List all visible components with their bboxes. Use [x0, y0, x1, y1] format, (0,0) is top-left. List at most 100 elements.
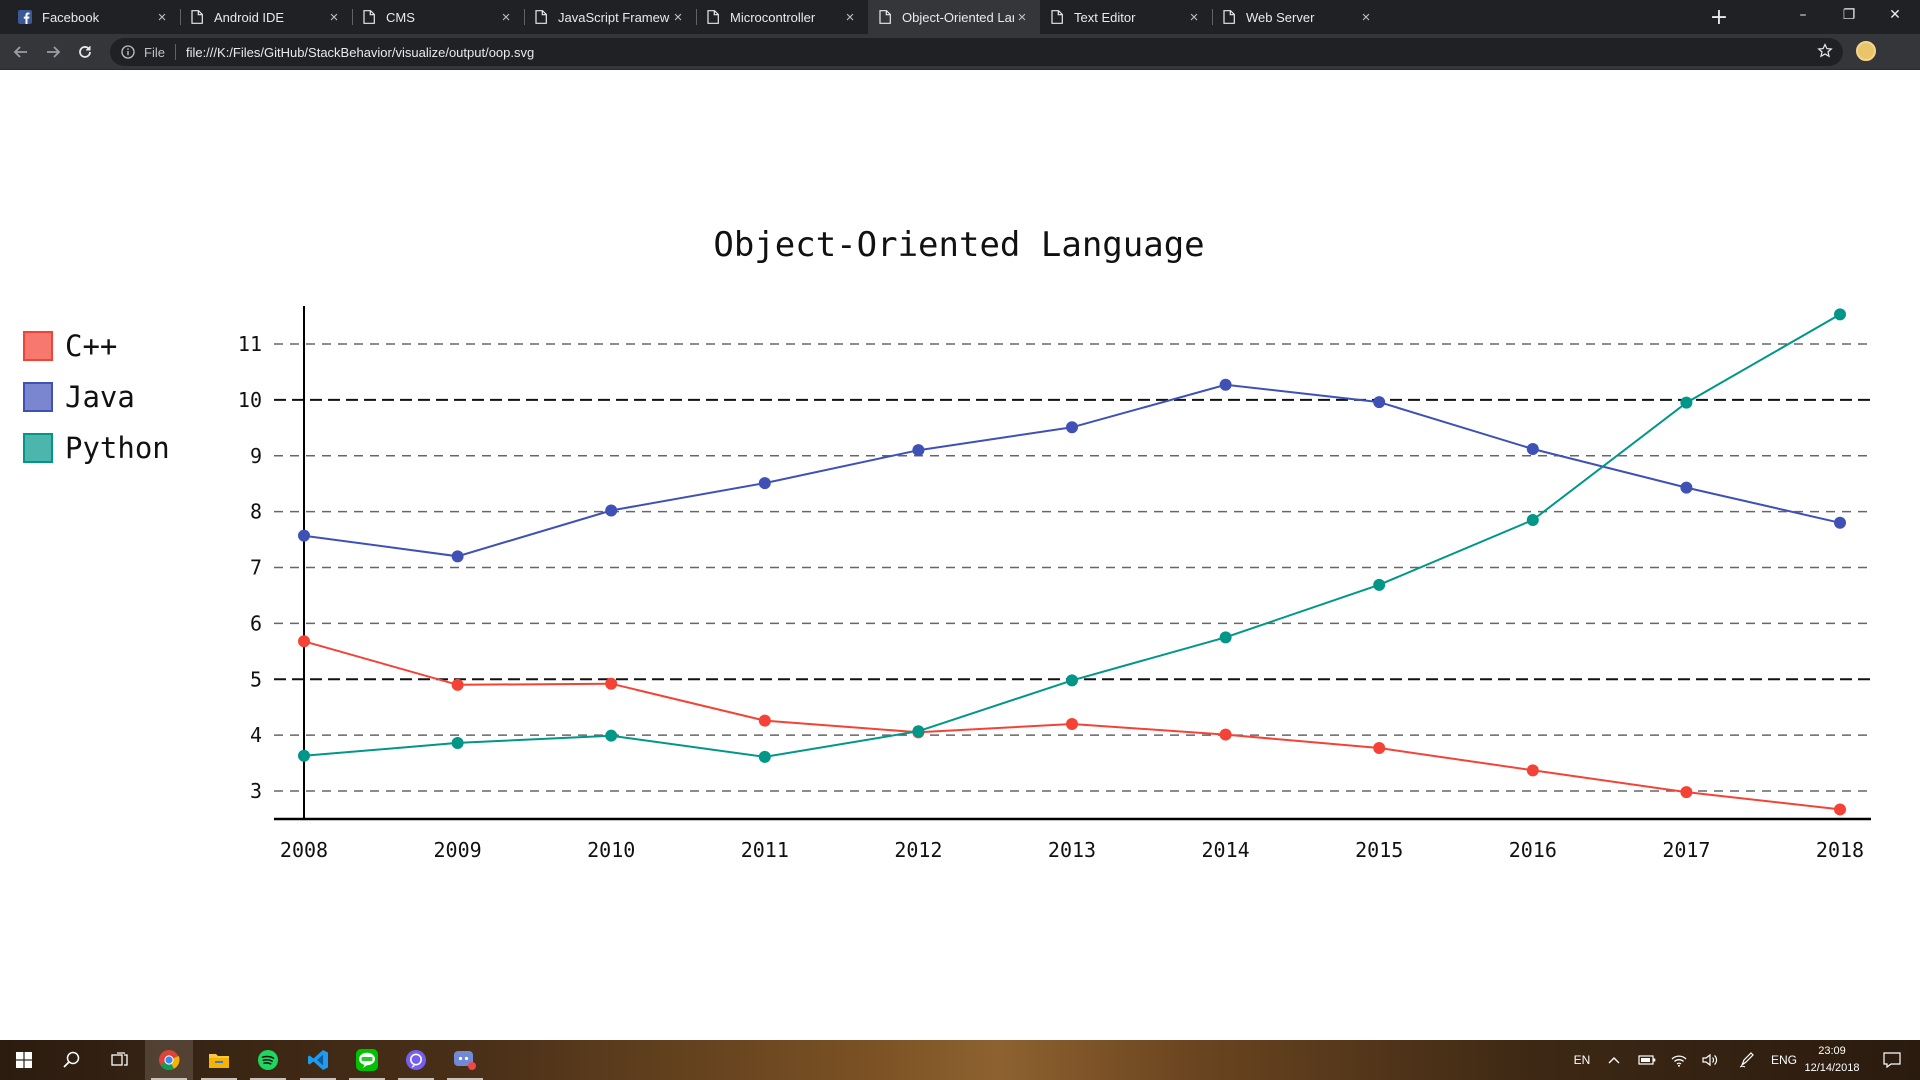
tab-label: Web Server [1246, 9, 1315, 25]
notification-icon [1883, 1052, 1901, 1068]
tab-label: CMS [386, 9, 415, 25]
data-point-cpp [1066, 717, 1078, 730]
taskbar-search-button[interactable] [48, 1040, 96, 1080]
y-tick-label: 8 [250, 500, 262, 524]
x-tick-label: 2008 [280, 838, 328, 862]
tab-facebook[interactable]: Facebook × [8, 0, 180, 34]
action-center-button[interactable] [1874, 1040, 1910, 1080]
x-tick-labels: 2008 2009 2010 2011 2012 2013 2014 2015 2016 2017… [280, 838, 1864, 862]
tab-close-icon[interactable]: × [1361, 8, 1371, 26]
battery-tray-button[interactable] [1634, 1040, 1660, 1080]
page-icon [190, 9, 204, 25]
new-tab-button[interactable]: + [1709, 4, 1729, 30]
data-point-python [1373, 578, 1386, 591]
taskbar-vscode[interactable] [294, 1040, 342, 1080]
tab-microcontroller[interactable]: Microcontroller × [696, 0, 868, 34]
start-button[interactable] [0, 1040, 48, 1080]
tab-object-oriented-language[interactable]: Object-Oriented Language× [868, 0, 1040, 34]
task-view-button[interactable] [96, 1040, 144, 1080]
data-point-cpp [451, 678, 464, 691]
restore-button[interactable]: ❐ [1842, 7, 1856, 23]
address-bar[interactable]: File file:///K:/Files/GitHub/StackBehavi… [110, 38, 1843, 66]
data-point-cpp [605, 677, 618, 690]
vscode-icon [308, 1050, 328, 1070]
data-point-java [1066, 421, 1078, 434]
tab-javascript-framework-libra[interactable]: JavaScript Framework/Libra× [524, 0, 696, 34]
page-icon [878, 9, 892, 25]
page-icon [1222, 9, 1236, 25]
data-point-cpp [1373, 741, 1386, 754]
data-point-python [1680, 396, 1693, 409]
tray-overflow-button[interactable] [1602, 1040, 1626, 1080]
page-icon [534, 9, 548, 25]
minimize-button[interactable]: – [1799, 7, 1807, 23]
chrome-icon [159, 1050, 180, 1071]
back-arrow-icon [13, 46, 27, 58]
tab-close-icon[interactable]: × [845, 8, 855, 26]
url-text[interactable]: file:///K:/Files/GitHub/StackBehavior/vi… [185, 44, 535, 60]
legend-swatch-python [23, 433, 53, 463]
site-info-icon[interactable] [120, 44, 136, 60]
scheme-label: File [144, 44, 165, 60]
tab-separator [524, 9, 525, 25]
tab-close-icon[interactable]: × [1189, 8, 1199, 26]
tab-close-icon[interactable]: × [157, 8, 167, 26]
y-tick-labels: 3 4 5 6 7 8 9 10 11 [238, 332, 262, 803]
network-tray-button[interactable] [1666, 1040, 1692, 1080]
input-language-long[interactable]: ENG [1770, 1053, 1797, 1067]
data-point-python [1526, 514, 1539, 527]
data-point-java [1834, 516, 1846, 529]
tab-close-icon[interactable]: × [501, 8, 511, 26]
legend-swatch-java [23, 382, 53, 412]
data-point-python [298, 749, 310, 762]
data-point-python [1219, 631, 1232, 644]
y-tick-label: 9 [250, 444, 262, 468]
x-tick-label: 2014 [1202, 838, 1250, 862]
taskbar-spotify[interactable] [244, 1040, 292, 1080]
data-point-java [1526, 443, 1539, 456]
tab-close-icon[interactable]: × [329, 8, 339, 26]
volume-tray-button[interactable] [1697, 1040, 1723, 1080]
close-window-button[interactable]: ✕ [1889, 7, 1901, 23]
y-tick-label: 4 [250, 723, 262, 747]
back-button[interactable] [6, 34, 36, 70]
profile-avatar[interactable] [1856, 41, 1876, 61]
input-language-short[interactable]: EN [1573, 1053, 1591, 1067]
taskbar-file-explorer[interactable] [195, 1040, 243, 1080]
tab-web-server[interactable]: Web Server × [1212, 0, 1384, 34]
pen-tray-button[interactable] [1734, 1040, 1760, 1080]
data-point-java [298, 529, 310, 542]
bookmark-star-icon[interactable] [1817, 43, 1833, 62]
series-points [298, 308, 1846, 816]
browser-toolbar: File file:///K:/Files/GitHub/StackBehavi… [0, 34, 1920, 93]
forward-button[interactable] [38, 34, 68, 70]
tab-text-editor[interactable]: Text Editor × [1040, 0, 1212, 34]
data-point-python [451, 736, 464, 749]
taskbar-discord[interactable] [441, 1040, 489, 1080]
taskbar-line[interactable] [343, 1040, 391, 1080]
data-point-cpp [758, 714, 771, 727]
tab-close-icon[interactable]: × [1017, 8, 1027, 26]
taskbar-viber[interactable] [392, 1040, 440, 1080]
tab-label: Android IDE [214, 9, 285, 25]
data-point-java [1680, 481, 1693, 494]
tab-label: Text Editor [1074, 9, 1136, 25]
x-tick-label: 2010 [587, 838, 635, 862]
tab-android-ide[interactable]: Android IDE × [180, 0, 352, 34]
taskbar-clock[interactable]: 23:09 12/14/2018 [1802, 1043, 1862, 1077]
battery-icon [1638, 1055, 1656, 1065]
tab-label: Microcontroller [730, 9, 816, 25]
data-point-java [451, 550, 464, 563]
search-icon [63, 1051, 80, 1068]
chart-title: Object-Oriented Language [713, 225, 1204, 265]
tab-close-icon[interactable]: × [673, 8, 683, 26]
tab-cms[interactable]: CMS × [352, 0, 524, 34]
reload-button[interactable] [70, 34, 100, 70]
chevron-up-icon [1608, 1057, 1620, 1064]
x-tick-label: 2012 [894, 838, 942, 862]
taskbar: EN ENG 23:09 12/14/2018 [0, 1040, 1920, 1080]
data-point-python [758, 750, 771, 763]
page-icon [706, 9, 720, 25]
x-tick-label: 2013 [1048, 838, 1096, 862]
taskbar-chrome[interactable] [145, 1040, 193, 1080]
